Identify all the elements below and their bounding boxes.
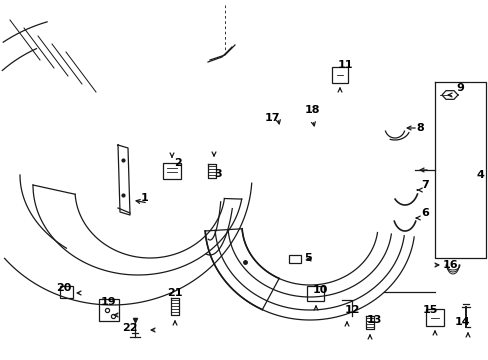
FancyBboxPatch shape <box>306 286 324 301</box>
Text: 5: 5 <box>304 253 311 263</box>
Text: 7: 7 <box>420 180 428 190</box>
Text: 18: 18 <box>304 105 319 115</box>
Text: 1: 1 <box>141 193 148 203</box>
Text: 3: 3 <box>214 169 222 179</box>
Bar <box>60 286 73 298</box>
FancyBboxPatch shape <box>163 163 181 179</box>
FancyBboxPatch shape <box>99 299 119 321</box>
Bar <box>288 255 301 263</box>
Text: 20: 20 <box>56 283 72 293</box>
Text: 13: 13 <box>366 315 381 325</box>
Text: 22: 22 <box>122 323 138 333</box>
Text: 10: 10 <box>312 285 327 295</box>
Text: 15: 15 <box>422 305 437 315</box>
Text: 19: 19 <box>100 297 116 307</box>
Text: 21: 21 <box>167 288 183 298</box>
Text: 14: 14 <box>453 317 469 327</box>
Text: 9: 9 <box>455 83 463 93</box>
FancyBboxPatch shape <box>331 67 347 83</box>
Text: 2: 2 <box>174 158 182 168</box>
Text: 11: 11 <box>337 60 352 70</box>
Text: 16: 16 <box>441 260 457 270</box>
Text: 6: 6 <box>420 208 428 218</box>
Text: 4: 4 <box>475 170 483 180</box>
Text: 17: 17 <box>264 113 279 123</box>
Text: 12: 12 <box>344 305 359 315</box>
Text: 8: 8 <box>415 123 423 133</box>
FancyBboxPatch shape <box>425 309 443 326</box>
